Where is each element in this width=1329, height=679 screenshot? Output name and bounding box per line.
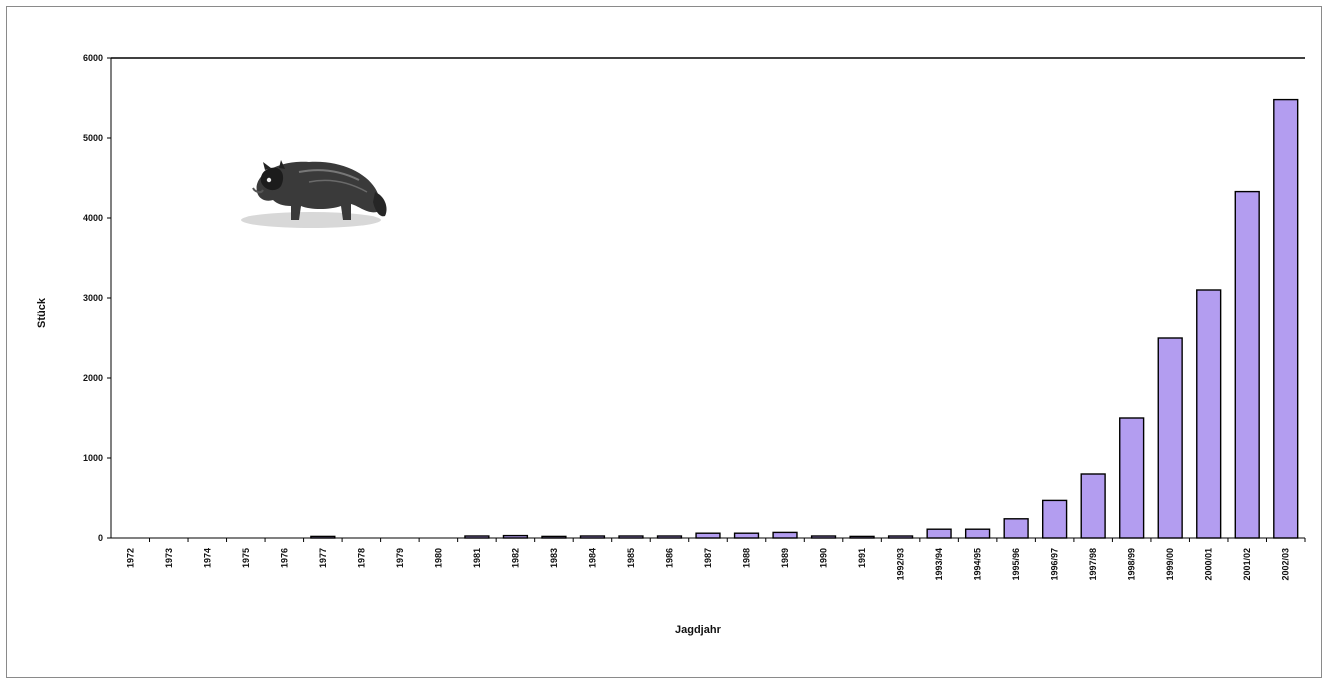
x-tick-label: 1996/97	[1050, 548, 1060, 581]
bar	[656, 535, 683, 539]
x-tick-label: 1977	[318, 548, 328, 568]
x-axis-label: Jagdjahr	[675, 624, 721, 636]
bar	[1003, 518, 1029, 539]
chart-frame: 0 1000 2000 3000 4000 5000 6000 1972 1973 1974 19…	[6, 6, 1322, 678]
bar	[887, 535, 914, 539]
bar	[1196, 289, 1222, 539]
x-tick-label: 1973	[164, 548, 174, 568]
x-tick-label: 1988	[742, 548, 752, 568]
bar	[926, 528, 952, 539]
bars	[310, 98, 1299, 539]
y-tick-label: 0	[98, 533, 103, 543]
x-tick-label: 1974	[202, 548, 212, 568]
bar	[772, 531, 798, 539]
bar	[502, 534, 529, 539]
bar	[733, 532, 760, 539]
bar	[618, 535, 644, 539]
x-tick-label: 2001/02	[1242, 548, 1252, 581]
x-tick-label: 2000/01	[1204, 548, 1214, 581]
bar	[1042, 499, 1068, 539]
x-tick-label: 1986	[664, 548, 674, 568]
y-tick-label: 2000	[83, 373, 103, 383]
x-tick-label: 2002/03	[1281, 548, 1291, 581]
y-tick-label: 3000	[83, 293, 103, 303]
x-tick-label: 1982	[510, 548, 520, 568]
x-tick-label: 1987	[703, 548, 713, 568]
x-tick-label: 1980	[433, 548, 443, 568]
x-axis: 1972 1973 1974 1975 1976 1977 1978 1979 1980 1981…	[111, 537, 1306, 581]
y-tick-label: 4000	[83, 213, 103, 223]
bar	[810, 535, 837, 539]
bar	[310, 535, 336, 539]
x-tick-label: 1999/00	[1165, 548, 1175, 581]
bar	[1080, 473, 1106, 539]
x-tick-label: 1975	[241, 548, 251, 568]
bar	[579, 535, 606, 539]
bar	[541, 535, 567, 539]
raccoon-dog-icon	[241, 160, 387, 228]
y-tick-label: 6000	[83, 53, 103, 63]
x-tick-label: 1991	[857, 548, 867, 568]
x-tick-label: 1997/98	[1088, 548, 1098, 581]
bar	[1157, 337, 1183, 539]
x-tick-label: 1983	[549, 548, 559, 568]
bar	[695, 532, 721, 539]
x-tick-label: 1979	[395, 548, 405, 568]
bar	[1119, 417, 1145, 539]
x-tick-label: 1992/93	[896, 548, 906, 581]
y-tick-label: 5000	[83, 133, 103, 143]
y-tick-label: 1000	[83, 453, 103, 463]
bar	[464, 535, 490, 539]
x-tick-label: 1972	[125, 548, 135, 568]
x-tick-label: 1984	[587, 548, 597, 568]
y-axis-label: Stück	[35, 298, 48, 328]
x-tick-label: 1993/94	[934, 548, 944, 581]
bar	[964, 528, 991, 539]
x-tick-label: 1976	[279, 548, 289, 568]
bar	[849, 535, 875, 539]
x-tick-label: 1978	[356, 548, 366, 568]
x-tick-label: 1989	[780, 548, 790, 568]
x-tick-label: 1994/95	[973, 548, 983, 581]
bar	[1234, 190, 1260, 539]
x-tick-label: 1985	[626, 548, 636, 568]
y-axis: 0 1000 2000 3000 4000 5000 6000	[83, 53, 1305, 543]
x-tick-label: 1995/96	[1011, 548, 1021, 581]
x-tick-label: 1998/99	[1127, 548, 1137, 581]
x-tick-label: 1981	[472, 548, 482, 568]
x-tick-label: 1990	[819, 548, 829, 568]
bar	[1273, 98, 1299, 539]
